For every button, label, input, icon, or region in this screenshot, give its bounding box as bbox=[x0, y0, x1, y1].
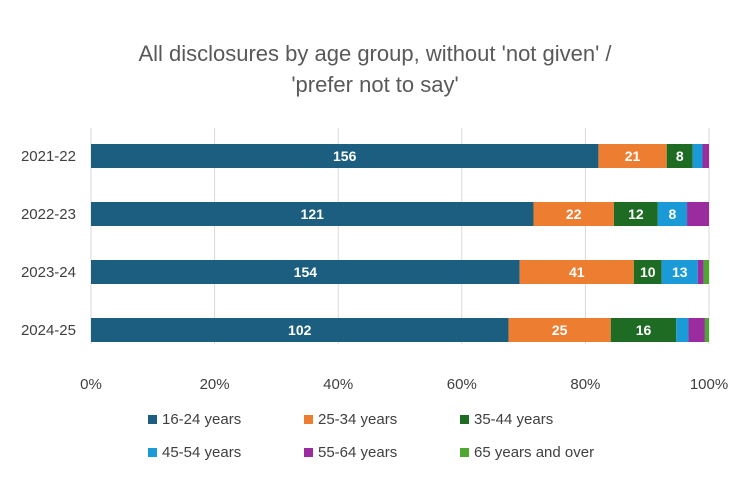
legend-swatch bbox=[148, 448, 157, 457]
bar-segment bbox=[704, 318, 709, 342]
x-tick-label: 0% bbox=[80, 376, 102, 393]
data-label: 22 bbox=[566, 206, 582, 222]
x-tick-label: 40% bbox=[323, 376, 353, 393]
x-tick-label: 80% bbox=[570, 376, 600, 393]
data-label: 8 bbox=[676, 148, 684, 164]
bar-segment bbox=[703, 260, 709, 284]
legend-item: 45-54 years bbox=[148, 444, 304, 461]
legend-item: 55-64 years bbox=[304, 444, 460, 461]
bar-segment bbox=[692, 144, 703, 168]
data-label: 16 bbox=[636, 322, 652, 338]
data-label: 12 bbox=[628, 206, 644, 222]
x-tick-label: 20% bbox=[200, 376, 230, 393]
bar-segment bbox=[91, 260, 520, 284]
legend-item: 16-24 years bbox=[148, 411, 304, 428]
chart-legend: 16-24 years 25-34 years 35-44 years 45-54 y… bbox=[148, 411, 628, 461]
data-label: 121 bbox=[301, 206, 325, 222]
legend-item: 35-44 years bbox=[460, 411, 630, 428]
data-label: 41 bbox=[569, 264, 585, 280]
bar-segment bbox=[633, 260, 662, 284]
data-label: 154 bbox=[294, 264, 318, 280]
data-label: 156 bbox=[333, 148, 357, 164]
x-tick-label: 60% bbox=[447, 376, 477, 393]
bar-segment bbox=[697, 260, 704, 284]
legend-swatch bbox=[304, 448, 313, 457]
bar-segment bbox=[702, 144, 709, 168]
legend-label: 25-34 years bbox=[318, 411, 398, 428]
legend-swatch bbox=[148, 415, 157, 424]
data-label: 13 bbox=[672, 264, 688, 280]
bar-segment bbox=[687, 202, 709, 226]
bar-segment bbox=[598, 144, 667, 168]
bar-segment bbox=[688, 318, 705, 342]
bar-segment bbox=[666, 144, 693, 168]
chart-title-line-2: 'prefer not to say' bbox=[291, 72, 459, 97]
legend-item: 65 years and over bbox=[460, 444, 630, 461]
legend-swatch bbox=[460, 415, 469, 424]
chart-title-line-1: All disclosures by age group, without 'n… bbox=[138, 41, 612, 66]
legend-label: 35-44 years bbox=[474, 411, 554, 428]
bar-segment bbox=[91, 318, 509, 342]
y-category-label: 2024-25 bbox=[21, 322, 76, 339]
legend-item: 25-34 years bbox=[304, 411, 460, 428]
data-label: 21 bbox=[625, 148, 641, 164]
bar-segment bbox=[508, 318, 611, 342]
bar-segment bbox=[676, 318, 689, 342]
data-label: 10 bbox=[640, 264, 656, 280]
bar-segment bbox=[610, 318, 677, 342]
bar-segment bbox=[91, 202, 534, 226]
bar-segment bbox=[613, 202, 658, 226]
bar-segment bbox=[519, 260, 634, 284]
bar-segment bbox=[533, 202, 614, 226]
data-label: 8 bbox=[669, 206, 677, 222]
legend-label: 45-54 years bbox=[162, 444, 242, 461]
bar-segment bbox=[657, 202, 688, 226]
legend-label: 16-24 years bbox=[162, 411, 242, 428]
legend-label: 55-64 years bbox=[318, 444, 398, 461]
x-tick-label: 100% bbox=[690, 376, 728, 393]
legend-label: 65 years and over bbox=[474, 444, 595, 461]
data-label: 25 bbox=[552, 322, 568, 338]
bar-segment bbox=[661, 260, 698, 284]
chart-title: All disclosures by age group, without 'n… bbox=[0, 38, 750, 100]
bar-segment bbox=[91, 144, 599, 168]
legend-swatch bbox=[304, 415, 313, 424]
data-label: 102 bbox=[288, 322, 312, 338]
legend-swatch bbox=[460, 448, 469, 457]
y-category-label: 2022-23 bbox=[21, 206, 76, 223]
y-category-label: 2021-22 bbox=[21, 148, 76, 165]
y-category-label: 2023-24 bbox=[21, 264, 76, 281]
